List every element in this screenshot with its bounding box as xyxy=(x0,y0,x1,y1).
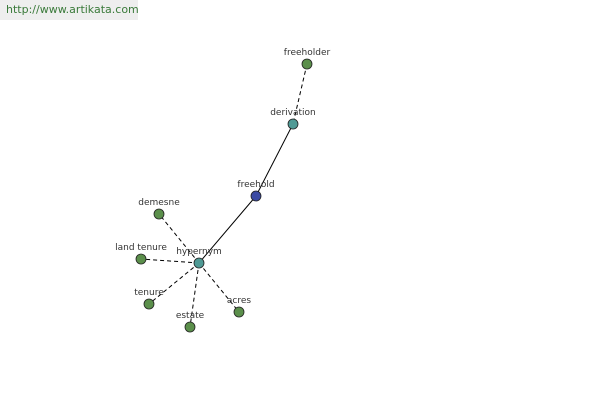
site-url[interactable]: http://www.artikata.com xyxy=(0,0,139,20)
edge xyxy=(198,195,257,264)
node[interactable] xyxy=(143,298,155,310)
edge xyxy=(292,63,308,125)
node[interactable] xyxy=(250,190,262,202)
edges xyxy=(140,63,308,328)
edge xyxy=(189,262,200,328)
node[interactable] xyxy=(193,257,205,269)
node-label[interactable]: hypernym xyxy=(176,247,222,257)
node-label[interactable]: derivation xyxy=(270,108,316,118)
node[interactable] xyxy=(135,253,147,265)
node-label[interactable]: acres xyxy=(227,296,252,306)
node-label[interactable]: land tenure xyxy=(115,243,167,253)
node-label[interactable]: tenure xyxy=(134,288,164,298)
node-label[interactable]: estate xyxy=(176,311,205,321)
node[interactable] xyxy=(233,306,245,318)
edge xyxy=(255,123,294,197)
node[interactable] xyxy=(153,208,165,220)
node[interactable] xyxy=(301,58,313,70)
nodes: freeholder derivation freehold hypernym deme… xyxy=(115,48,331,333)
node-label[interactable]: freeholder xyxy=(284,48,331,58)
edge xyxy=(198,262,240,313)
node-label[interactable]: freehold xyxy=(237,180,274,190)
edge xyxy=(158,213,200,264)
node-label[interactable]: demesne xyxy=(138,198,180,208)
edge xyxy=(140,258,200,264)
edge xyxy=(148,262,200,305)
node[interactable] xyxy=(287,118,299,130)
node[interactable] xyxy=(184,321,196,333)
